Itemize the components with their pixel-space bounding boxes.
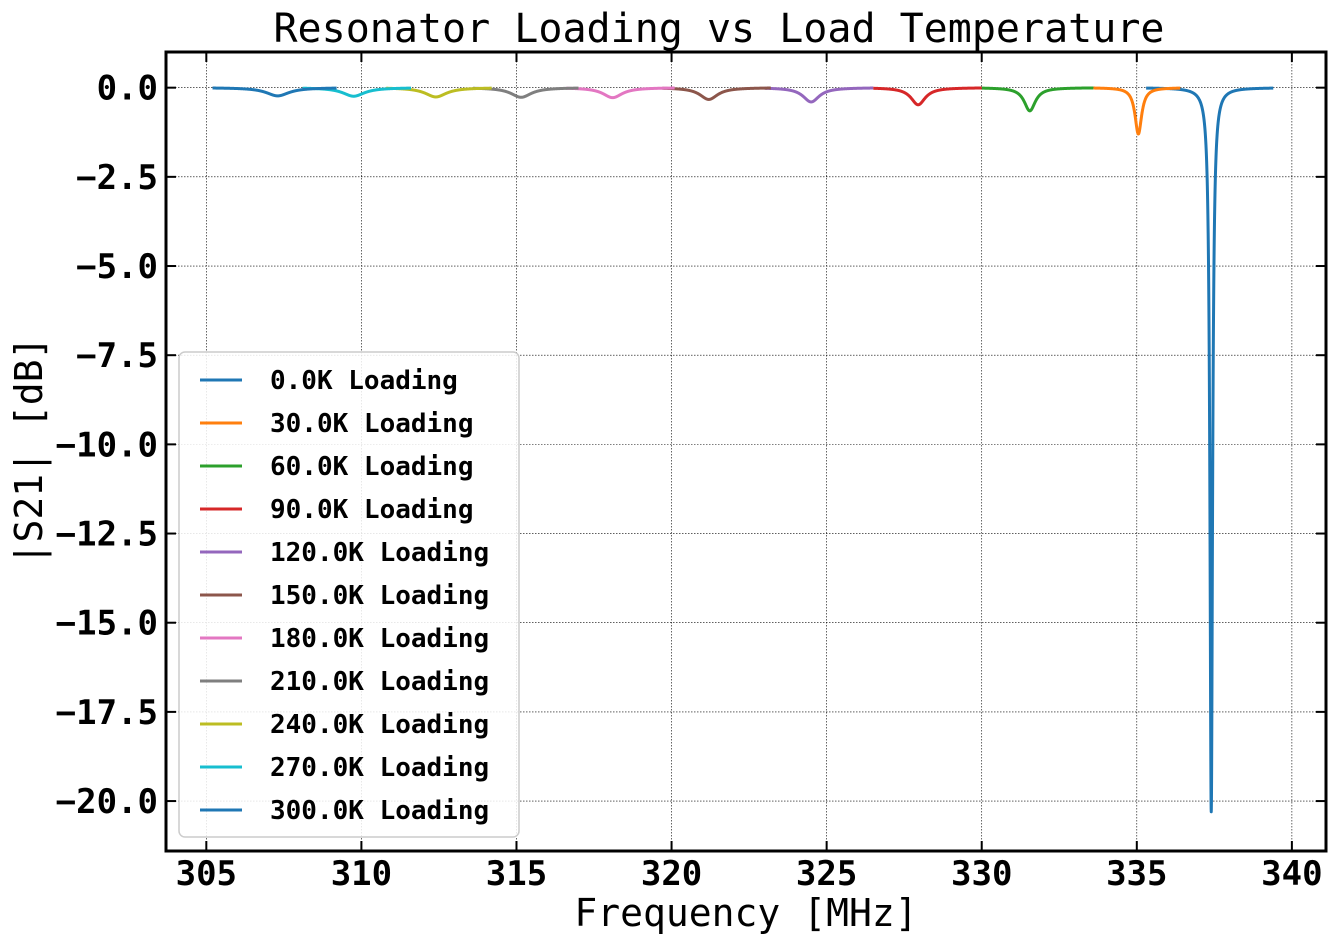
x-axis-label: Frequency [MHz]	[574, 891, 917, 935]
y-tick-label: −2.5	[76, 158, 158, 198]
chart-title: Resonator Loading vs Load Temperature	[273, 6, 1164, 52]
series-lines	[211, 86, 1275, 814]
series-line	[763, 86, 875, 104]
y-tick-label: −10.0	[56, 425, 158, 465]
y-tick-label: −12.5	[56, 515, 158, 555]
plot-frame	[164, 50, 1328, 853]
legend-label: 90.0K Loading	[270, 495, 474, 525]
series-line	[871, 86, 984, 107]
legend-label: 150.0K Loading	[270, 581, 489, 611]
y-tick-label: −5.0	[76, 247, 158, 287]
legend-label: 60.0K Loading	[270, 452, 474, 482]
legend-label: 270.0K Loading	[270, 753, 489, 783]
x-tick-label: 330	[951, 854, 1012, 894]
series-line	[1144, 86, 1275, 814]
y-axis-label: |S21| [dB]	[7, 337, 52, 566]
y-tick-label: −17.5	[56, 693, 158, 733]
y-tick-label: −20.0	[56, 782, 158, 822]
legend-label: 0.0K Loading	[270, 366, 458, 396]
legend-label: 30.0K Loading	[270, 409, 474, 439]
series-line	[980, 86, 1095, 113]
legend-label: 210.0K Loading	[270, 667, 489, 697]
series-line	[1091, 86, 1182, 136]
legend-label: 120.0K Loading	[270, 538, 489, 568]
legend-label: 300.0K Loading	[270, 796, 489, 826]
y-tick-label: 0.0	[97, 69, 158, 109]
x-tick-label: 315	[486, 854, 547, 894]
x-tick-label: 340	[1261, 854, 1322, 894]
x-tick-label: 305	[176, 854, 237, 894]
x-tick-label: 335	[1106, 854, 1167, 894]
x-tick-label: 320	[641, 854, 702, 894]
series-line	[564, 86, 677, 100]
x-tick-label: 310	[331, 854, 392, 894]
y-tick-label: −15.0	[56, 604, 158, 644]
y-tick-label: −7.5	[76, 336, 158, 376]
series-line	[660, 86, 773, 101]
legend: 0.0K Loading 30.0K Loading 60.0K Loading 90…	[178, 351, 520, 838]
series-line	[211, 86, 338, 98]
ticks: 305 310 315 320 325 330 335 340 0.0 −2.5 −5.0 −7.5 −…	[56, 52, 1326, 894]
legend-label: 240.0K Loading	[270, 710, 489, 740]
x-tick-label: 325	[796, 854, 857, 894]
legend-label: 180.0K Loading	[270, 624, 489, 654]
legend-box	[178, 351, 520, 838]
